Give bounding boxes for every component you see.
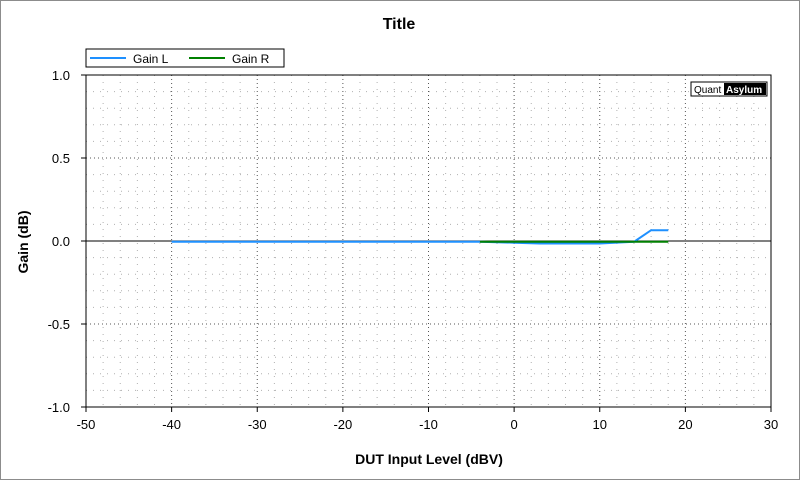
x-tick-label: -20 <box>333 417 352 432</box>
chart-title: Title <box>383 16 416 33</box>
y-tick-label: 0.5 <box>52 151 70 166</box>
y-tick-label: 0.0 <box>52 234 70 249</box>
y-tick-label: -0.5 <box>48 317 70 332</box>
series <box>171 229 669 245</box>
x-tick-label: 10 <box>593 417 607 432</box>
x-tick-label: 30 <box>764 417 778 432</box>
grid <box>86 75 771 407</box>
legend-label-gain-l: Gain L <box>133 52 169 66</box>
x-tick-label: 0 <box>511 417 518 432</box>
series-line-gain-l <box>171 229 669 245</box>
y-tick-label: -1.0 <box>48 400 70 415</box>
legend: Gain L Gain R <box>85 48 285 68</box>
x-tick-label: -50 <box>77 417 96 432</box>
axes <box>81 74 772 412</box>
watermark-part1: Quant <box>694 85 721 96</box>
watermark-highlight <box>724 83 766 95</box>
x-tick-label: -10 <box>419 417 438 432</box>
tick-labels: -50 -40 -30 -20 -10 0 10 20 30 1.0 0.5 0.0 -0.5 -1.0 <box>48 68 779 432</box>
legend-label-gain-r: Gain R <box>232 52 270 66</box>
watermark-part2: Asylum <box>726 85 762 96</box>
legend-box <box>85 48 285 68</box>
x-tick-label: -40 <box>162 417 181 432</box>
x-axis-label: DUT Input Level (dBV) <box>355 451 503 467</box>
x-tick-label: -30 <box>248 417 267 432</box>
quantasylum-watermark: Quant Asylum <box>690 81 768 97</box>
y-axis-label: Gain (dB) <box>15 211 31 274</box>
x-tick-label: 20 <box>678 417 692 432</box>
y-tick-label: 1.0 <box>52 68 70 83</box>
